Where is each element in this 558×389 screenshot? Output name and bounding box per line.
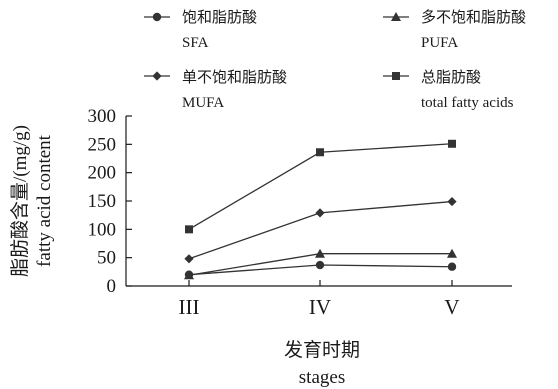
data-point-total-fatty-acids [448,140,456,148]
legend-label-mufa-cn: 单不饱和脂肪酸 [182,69,287,86]
y-tick-label: 150 [88,191,117,212]
y-tick-label: 50 [97,248,116,269]
legend-item-total: 总脂肪酸 total fatty acids [383,69,514,111]
x-axis-title-cn: 发育时期 [284,339,360,361]
data-point-mufa [184,254,193,263]
legend-label-mufa-en: MUFA [182,95,224,111]
x-axis-title-en: stages [299,367,345,388]
legend-marker-shape [152,71,161,80]
y-tick-label: 100 [88,219,117,240]
y-ticks: 0 50 100 150 200 250 300 [88,106,133,297]
legend-marker-pufa [383,12,409,21]
legend-label-total-cn: 总脂肪酸 [421,69,481,86]
data-point-mufa [315,208,324,217]
y-tick-label: 200 [88,163,117,184]
x-tick-label: IV [309,295,331,319]
y-tick-label: 250 [88,134,117,155]
data-point-total-fatty-acids [185,225,193,233]
legend-marker-shape [153,13,161,21]
legend-marker-mufa [144,71,170,80]
y-axis-title-cn: 脂肪酸含量/(mg/g) [9,125,31,277]
legend-marker-total [383,72,409,80]
legend-item-pufa: 多不饱和脂肪酸 PUFA [383,9,526,51]
legend-item-mufa: 单不饱和脂肪酸 MUFA [144,69,287,111]
legend-label-pufa-en: PUFA [421,35,458,51]
y-tick-label: 300 [88,106,117,127]
legend-label-pufa-cn: 多不饱和脂肪酸 [421,9,526,26]
y-axis-title-en: fatty acid content [34,134,55,267]
legend: 饱和脂肪酸 SFA 多不饱和脂肪酸 PUFA 单不饱和脂肪酸 MUFA 总脂肪酸… [144,9,526,111]
legend-marker-shape [392,72,400,80]
y-tick-label: 0 [107,276,117,297]
data-point-sfa [316,261,324,269]
legend-item-sfa: 饱和脂肪酸 SFA [144,9,257,51]
legend-label-total-en: total fatty acids [421,95,514,111]
legend-marker-sfa [144,13,170,21]
data-point-total-fatty-acids [316,148,324,156]
legend-label-sfa-cn: 饱和脂肪酸 [182,9,257,26]
legend-label-sfa-en: SFA [182,35,209,51]
data-point-sfa [448,263,456,271]
data-point-mufa [447,197,456,206]
x-tick-label: III [179,295,200,319]
x-tick-label: V [444,295,459,319]
plot-series [184,140,457,279]
